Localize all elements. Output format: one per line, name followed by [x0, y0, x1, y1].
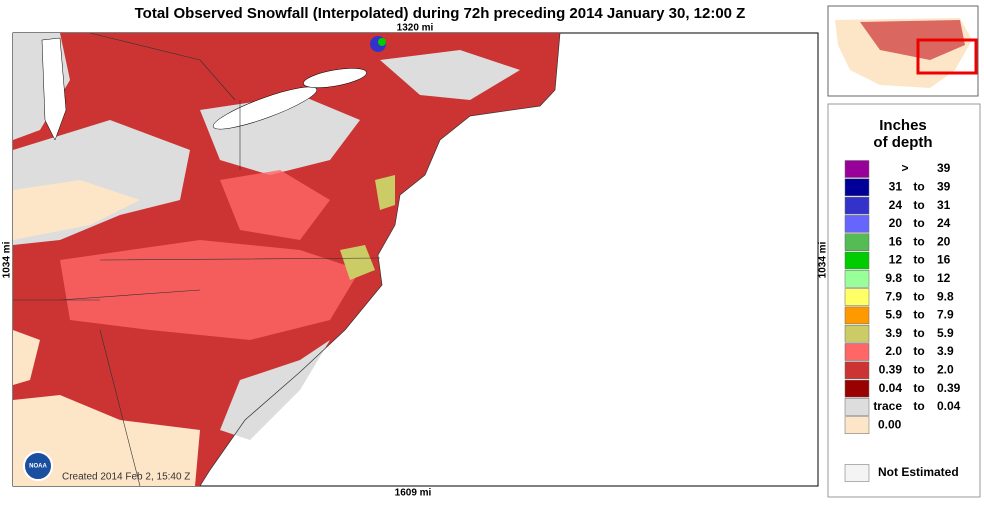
legend-sep: to	[913, 198, 924, 212]
logo-text: NOAA	[29, 464, 47, 470]
legend-high: 16	[937, 253, 951, 267]
legend-low: 0.39	[879, 362, 903, 376]
legend-high: 3.9	[937, 344, 954, 358]
legend-high: 31	[937, 198, 951, 212]
legend-swatch	[844, 361, 870, 380]
legend-low: 16	[889, 234, 903, 248]
coastline	[199, 32, 561, 487]
lake	[212, 86, 318, 130]
legend-low: 3.9	[885, 326, 902, 340]
title: Total Observed Snowfall (Interpolated) d…	[135, 5, 746, 22]
legend-swatch	[844, 288, 870, 306]
legend-swatch	[844, 270, 870, 288]
legend-swatch	[844, 398, 870, 416]
legend-low: 0.04	[879, 381, 903, 395]
noaa-logo	[23, 451, 53, 481]
legend-sep: to	[913, 399, 924, 413]
legend-low: trace	[873, 399, 902, 413]
legend-sep: >	[901, 161, 908, 175]
legend-title: of depth	[873, 134, 932, 151]
legend-swatch	[844, 215, 870, 233]
legend-low: 7.9	[885, 289, 902, 303]
legend-sep: to	[913, 234, 924, 248]
legend-high: 9.8	[937, 289, 954, 303]
legend-sep: to	[913, 179, 924, 193]
bottom-label: 1609 mi	[395, 488, 432, 499]
legend-low: 24	[889, 198, 903, 212]
snow-peak	[378, 38, 386, 46]
state-border	[13, 32, 381, 487]
inset-map	[827, 5, 979, 97]
snow-area	[220, 170, 330, 240]
legend-swatch	[844, 160, 870, 178]
legend-low: 20	[889, 216, 903, 230]
legend-title: Inches	[879, 117, 927, 134]
legend-high: 12	[937, 271, 951, 285]
legend-high: 2.0	[937, 362, 954, 376]
legend: Inches of depth Not Estimated >39 31 to 39 2…	[827, 103, 981, 498]
legend-high: 39	[937, 161, 951, 175]
legend-swatch	[844, 178, 870, 197]
gray-area	[380, 50, 520, 100]
inset-extent	[916, 38, 978, 75]
top-label: 1320 mi	[397, 23, 434, 34]
snow-area	[60, 240, 360, 340]
legend-high: 20	[937, 234, 951, 248]
legend-low: 5.9	[885, 308, 902, 322]
legend-low: 31	[889, 179, 903, 193]
legend-swatch	[844, 196, 870, 215]
lake	[41, 37, 67, 141]
legend-low: 12	[889, 253, 903, 267]
cream-area	[13, 330, 40, 385]
legend-high: 0.39	[937, 381, 961, 395]
legend-sep: to	[913, 326, 924, 340]
legend-swatch	[844, 251, 870, 270]
snow-area	[375, 175, 395, 210]
legend-swatch	[844, 343, 870, 361]
legend-swatch	[844, 324, 870, 343]
snow-area	[340, 245, 375, 280]
legend-high: 7.9	[937, 308, 954, 322]
legend-low: 0.00	[878, 417, 902, 431]
legend-sep: to	[913, 216, 924, 230]
right-label: 1034 mi	[818, 241, 829, 278]
credit: Created 2014 Feb 2, 15:40 Z	[62, 472, 190, 483]
legend-high: 24	[937, 216, 951, 230]
legend-swatch	[844, 233, 870, 251]
legend-sep: to	[913, 362, 924, 376]
gray-area	[220, 340, 330, 440]
legend-sep: to	[913, 381, 924, 395]
cream-area	[13, 395, 200, 486]
inset-snow	[860, 20, 965, 60]
legend-swatch	[844, 464, 870, 482]
legend-high: 5.9	[937, 326, 954, 340]
legend-low: 9.8	[885, 271, 902, 285]
legend-low: 2.0	[885, 344, 902, 358]
legend-sep: to	[913, 308, 924, 322]
legend-sep: to	[913, 271, 924, 285]
legend-swatch	[844, 306, 870, 325]
left-label: 1034 mi	[2, 241, 13, 278]
legend-sep: to	[913, 289, 924, 303]
legend-label: Not Estimated	[878, 465, 959, 479]
cream-area	[13, 180, 140, 240]
legend-high: 0.04	[937, 399, 961, 413]
legend-sep: to	[913, 253, 924, 267]
map: NOAA Created 2014 Feb 2, 15:40 Z	[12, 32, 819, 487]
legend-swatch	[844, 379, 870, 398]
legend-sep: to	[913, 344, 924, 358]
legend-high: 39	[937, 179, 951, 193]
lake	[303, 68, 367, 88]
legend-swatch	[844, 416, 870, 434]
